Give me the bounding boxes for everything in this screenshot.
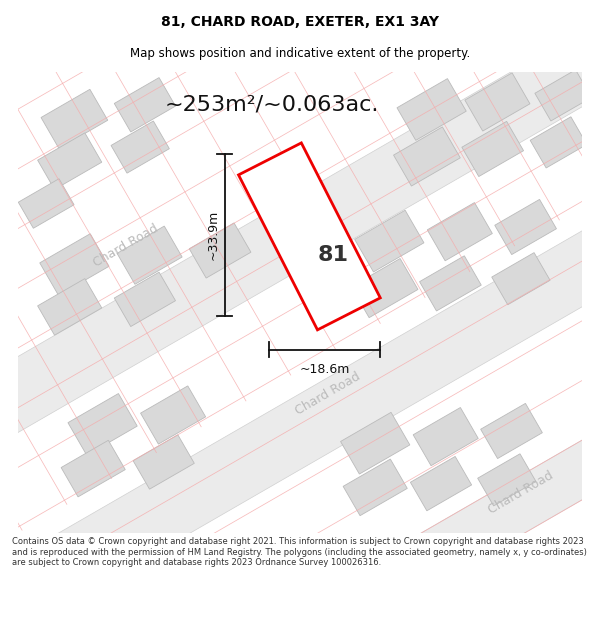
Polygon shape	[427, 202, 493, 261]
Polygon shape	[413, 408, 478, 466]
Polygon shape	[410, 456, 472, 511]
Polygon shape	[41, 89, 108, 149]
Text: 81: 81	[317, 245, 349, 265]
Polygon shape	[111, 121, 169, 173]
Polygon shape	[189, 223, 251, 278]
Polygon shape	[19, 179, 74, 228]
Polygon shape	[341, 412, 410, 474]
Polygon shape	[535, 70, 592, 121]
Polygon shape	[355, 210, 424, 272]
Text: 81, CHARD ROAD, EXETER, EX1 3AY: 81, CHARD ROAD, EXETER, EX1 3AY	[161, 14, 439, 29]
Polygon shape	[40, 234, 109, 296]
Polygon shape	[38, 279, 102, 335]
Polygon shape	[343, 459, 407, 516]
Polygon shape	[481, 403, 542, 459]
Polygon shape	[133, 435, 194, 489]
Polygon shape	[61, 440, 125, 497]
Text: Chard Road: Chard Road	[91, 222, 161, 269]
Polygon shape	[0, 0, 600, 472]
Polygon shape	[239, 143, 380, 330]
Polygon shape	[68, 394, 137, 455]
Polygon shape	[351, 259, 418, 318]
Polygon shape	[492, 253, 550, 305]
Text: Map shows position and indicative extent of the property.: Map shows position and indicative extent…	[130, 48, 470, 61]
Polygon shape	[117, 226, 182, 284]
Polygon shape	[140, 386, 206, 444]
Polygon shape	[397, 79, 466, 141]
Polygon shape	[495, 199, 556, 254]
Text: Chard Road: Chard Road	[486, 469, 556, 517]
Text: Contains OS data © Crown copyright and database right 2021. This information is : Contains OS data © Crown copyright and d…	[12, 537, 587, 567]
Text: ~33.9m: ~33.9m	[207, 210, 220, 260]
Polygon shape	[465, 73, 530, 131]
Polygon shape	[114, 78, 176, 132]
Text: ~253m²/~0.063ac.: ~253m²/~0.063ac.	[164, 95, 379, 115]
Polygon shape	[38, 133, 102, 189]
Polygon shape	[114, 272, 176, 326]
Text: Chard Road: Chard Road	[293, 369, 363, 418]
Text: ~18.6m: ~18.6m	[300, 363, 350, 376]
Polygon shape	[394, 127, 460, 186]
Polygon shape	[530, 117, 587, 168]
Polygon shape	[306, 318, 600, 625]
Polygon shape	[462, 121, 524, 176]
Polygon shape	[11, 138, 600, 618]
Polygon shape	[419, 256, 481, 311]
Polygon shape	[478, 454, 536, 506]
